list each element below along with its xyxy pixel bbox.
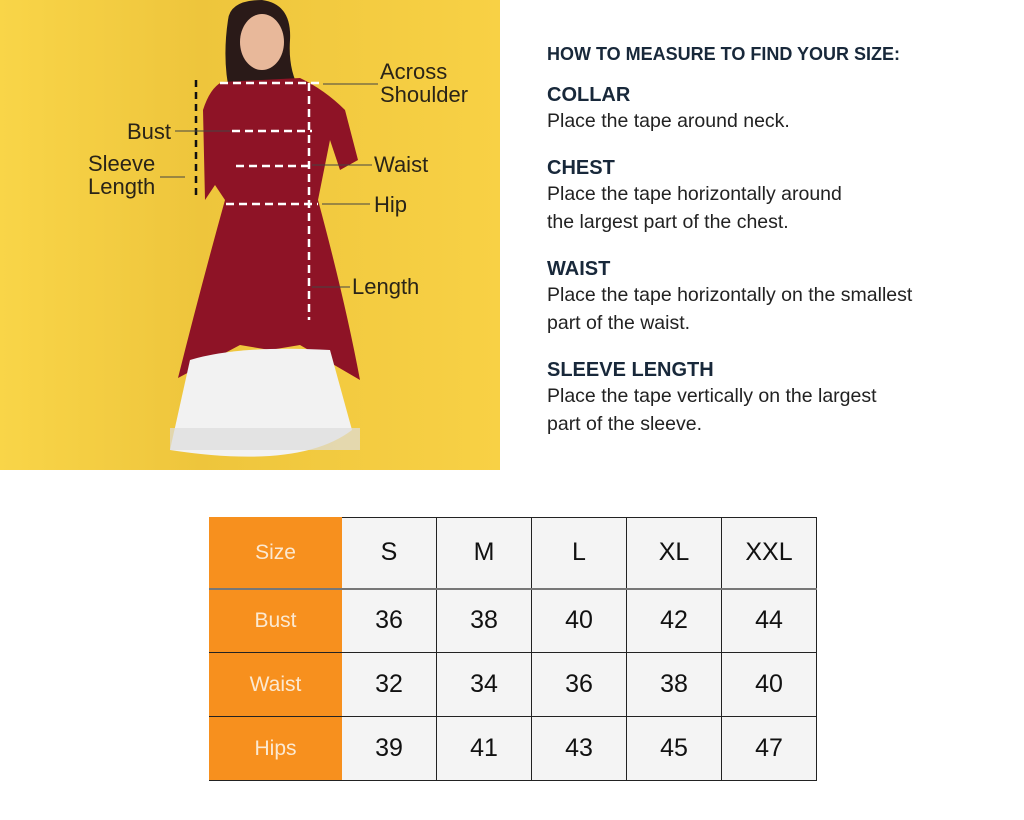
row-label: Bust: [209, 588, 342, 653]
value-cell: 40: [531, 588, 627, 653]
value-cell: 38: [626, 652, 722, 717]
label-line: Length: [88, 174, 156, 199]
size-cell: M: [436, 517, 532, 590]
section-title: CHEST: [547, 157, 615, 179]
value-cell: 38: [436, 588, 532, 653]
value-cell: 44: [721, 588, 817, 653]
value-cell: 34: [436, 652, 532, 717]
table-header-row: Size S M L XL XXL: [209, 517, 817, 590]
table-row-waist: Waist 32 34 36 38 40: [209, 652, 817, 717]
value-cell: 43: [531, 716, 627, 781]
size-cell: S: [341, 517, 437, 590]
section-text: part of the waist.: [547, 312, 691, 334]
section-title: COLLAR: [547, 84, 631, 106]
section-text: Place the tape horizontally on the small…: [547, 284, 913, 306]
section-title: SLEEVE LENGTH: [547, 359, 714, 381]
section-title: WAIST: [547, 258, 611, 280]
row-label: Waist: [209, 652, 342, 717]
value-cell: 47: [721, 716, 817, 781]
model-illustration: [0, 0, 500, 470]
size-chart-table: Size S M L XL XXL Bust 36 38 40 42 44 Wa…: [209, 517, 817, 781]
kurta: [178, 78, 360, 380]
section-text: Place the tape vertically on the largest: [547, 385, 877, 407]
label-hip: Hip: [374, 192, 408, 217]
guide-section-sleeve-length: SLEEVE LENGTH Place the tape vertically …: [547, 358, 987, 438]
header-cell-size: Size: [209, 517, 342, 590]
label-line: Across: [380, 59, 448, 84]
table-row-hips: Hips 39 41 43 45 47: [209, 716, 817, 781]
section-text: Place the tape around neck.: [547, 110, 790, 132]
size-cell: XL: [626, 517, 722, 590]
measurement-guide: HOW TO MEASURE TO FIND YOUR SIZE: COLLAR…: [547, 44, 987, 459]
label-waist: Waist: [374, 152, 429, 177]
value-cell: 40: [721, 652, 817, 717]
value-cell: 39: [341, 716, 437, 781]
label-sleeve-length: Sleeve Length: [88, 152, 155, 198]
model-measurement-figure: Across Shoulder Bust Sleeve Length Waist H…: [0, 0, 500, 470]
value-cell: 45: [626, 716, 722, 781]
label-line: Shoulder: [380, 82, 469, 107]
table-row-bust: Bust 36 38 40 42 44: [209, 588, 817, 653]
guide-section-collar: COLLAR Place the tape around neck.: [547, 83, 987, 135]
lace-hem: [170, 428, 360, 450]
section-text: Place the tape horizontally around: [547, 183, 842, 205]
label-length: Length: [352, 274, 420, 299]
value-cell: 41: [436, 716, 532, 781]
size-cell: L: [531, 517, 627, 590]
label-line: Sleeve: [88, 151, 156, 176]
value-cell: 32: [341, 652, 437, 717]
label-bust: Bust: [127, 119, 172, 144]
value-cell: 36: [531, 652, 627, 717]
row-label: Hips: [209, 716, 342, 781]
face: [240, 14, 284, 70]
guide-heading: HOW TO MEASURE TO FIND YOUR SIZE:: [547, 44, 901, 64]
label-across-shoulder: Across Shoulder: [380, 60, 468, 106]
size-cell: XXL: [721, 517, 817, 590]
section-text: part of the sleeve.: [547, 413, 703, 435]
guide-section-waist: WAIST Place the tape horizontally on the…: [547, 257, 987, 337]
value-cell: 42: [626, 588, 722, 653]
value-cell: 36: [341, 588, 437, 653]
guide-section-chest: CHEST Place the tape horizontally around…: [547, 156, 987, 236]
section-text: the largest part of the chest.: [547, 211, 789, 233]
